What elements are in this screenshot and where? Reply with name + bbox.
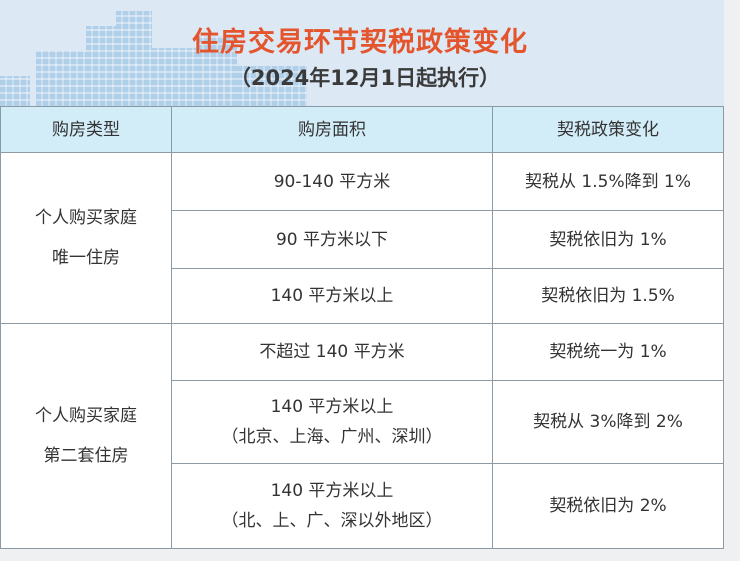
building-graphic xyxy=(86,26,116,106)
table-row: 个人购买家庭 唯一住房 90-140 平方米 契税从 1.5%降到 1% xyxy=(0,152,724,324)
area-text: 140 平方米以上 xyxy=(270,481,394,501)
area-cell: 140 平方米以上 （北、上、广、深以外地区） xyxy=(171,463,493,549)
table-row: 140 平方米以上 （北、上、广、深以外地区） 契税依旧为 2% xyxy=(1,463,724,549)
table-row: 个人购买家庭 第二套住房 不超过 140 平方米 契税统一为 1% xyxy=(0,323,724,549)
area-note: （北、上、广、深以外地区） xyxy=(221,511,443,531)
building-graphic xyxy=(36,51,86,106)
area-cell: 140 平方米以上 （北京、上海、广州、深圳） xyxy=(171,380,493,464)
table-row: 140 平方米以上 契税依旧为 1.5% xyxy=(1,268,724,324)
purchase-type-line: 第二套住房 xyxy=(43,446,129,466)
purchase-type-line: 个人购买家庭 xyxy=(35,208,137,228)
building-graphic xyxy=(237,66,307,106)
building-graphic xyxy=(152,48,197,106)
policy-cell: 契税依旧为 2% xyxy=(492,463,724,549)
area-cell: 140 平方米以上 xyxy=(171,268,493,324)
policy-cell: 契税依旧为 1% xyxy=(492,210,724,269)
column-header-policy: 契税政策变化 xyxy=(492,106,724,153)
table-header-row: 购房类型 购房面积 契税政策变化 xyxy=(0,106,724,153)
purchase-type-line: 唯一住房 xyxy=(52,248,120,268)
banner: 住房交易环节契税政策变化 （2024年12月1日起执行） xyxy=(0,0,724,106)
area-text: 140 平方米以上 xyxy=(270,397,394,417)
purchase-type-line: 个人购买家庭 xyxy=(35,406,137,426)
table-row: 90 平方米以下 契税依旧为 1% xyxy=(1,210,724,269)
deed-tax-table: 购房类型 购房面积 契税政策变化 个人购买家庭 唯一住房 90-140 平方米 … xyxy=(0,106,724,549)
area-cell: 90 平方米以下 xyxy=(171,210,493,269)
city-skyline-illustration xyxy=(0,76,30,106)
policy-cell: 契税从 1.5%降到 1% xyxy=(492,152,724,211)
purchase-type-cell: 个人购买家庭 第二套住房 xyxy=(0,323,172,549)
policy-cell: 契税统一为 1% xyxy=(492,323,724,381)
building-graphic xyxy=(197,36,237,106)
page-title: 住房交易环节契税政策变化 xyxy=(192,27,528,58)
area-cell: 90-140 平方米 xyxy=(171,152,493,211)
column-header-area: 购房面积 xyxy=(171,106,493,153)
building-graphic xyxy=(116,11,152,106)
area-cell: 不超过 140 平方米 xyxy=(171,323,493,381)
policy-cell: 契税从 3%降到 2% xyxy=(492,380,724,464)
policy-cell: 契税依旧为 1.5% xyxy=(492,268,724,324)
purchase-type-cell: 个人购买家庭 唯一住房 xyxy=(0,152,172,324)
area-note: （北京、上海、广州、深圳） xyxy=(221,427,443,447)
effective-date: （2024年12月1日起执行） xyxy=(229,66,501,90)
column-header-type: 购房类型 xyxy=(0,106,172,153)
